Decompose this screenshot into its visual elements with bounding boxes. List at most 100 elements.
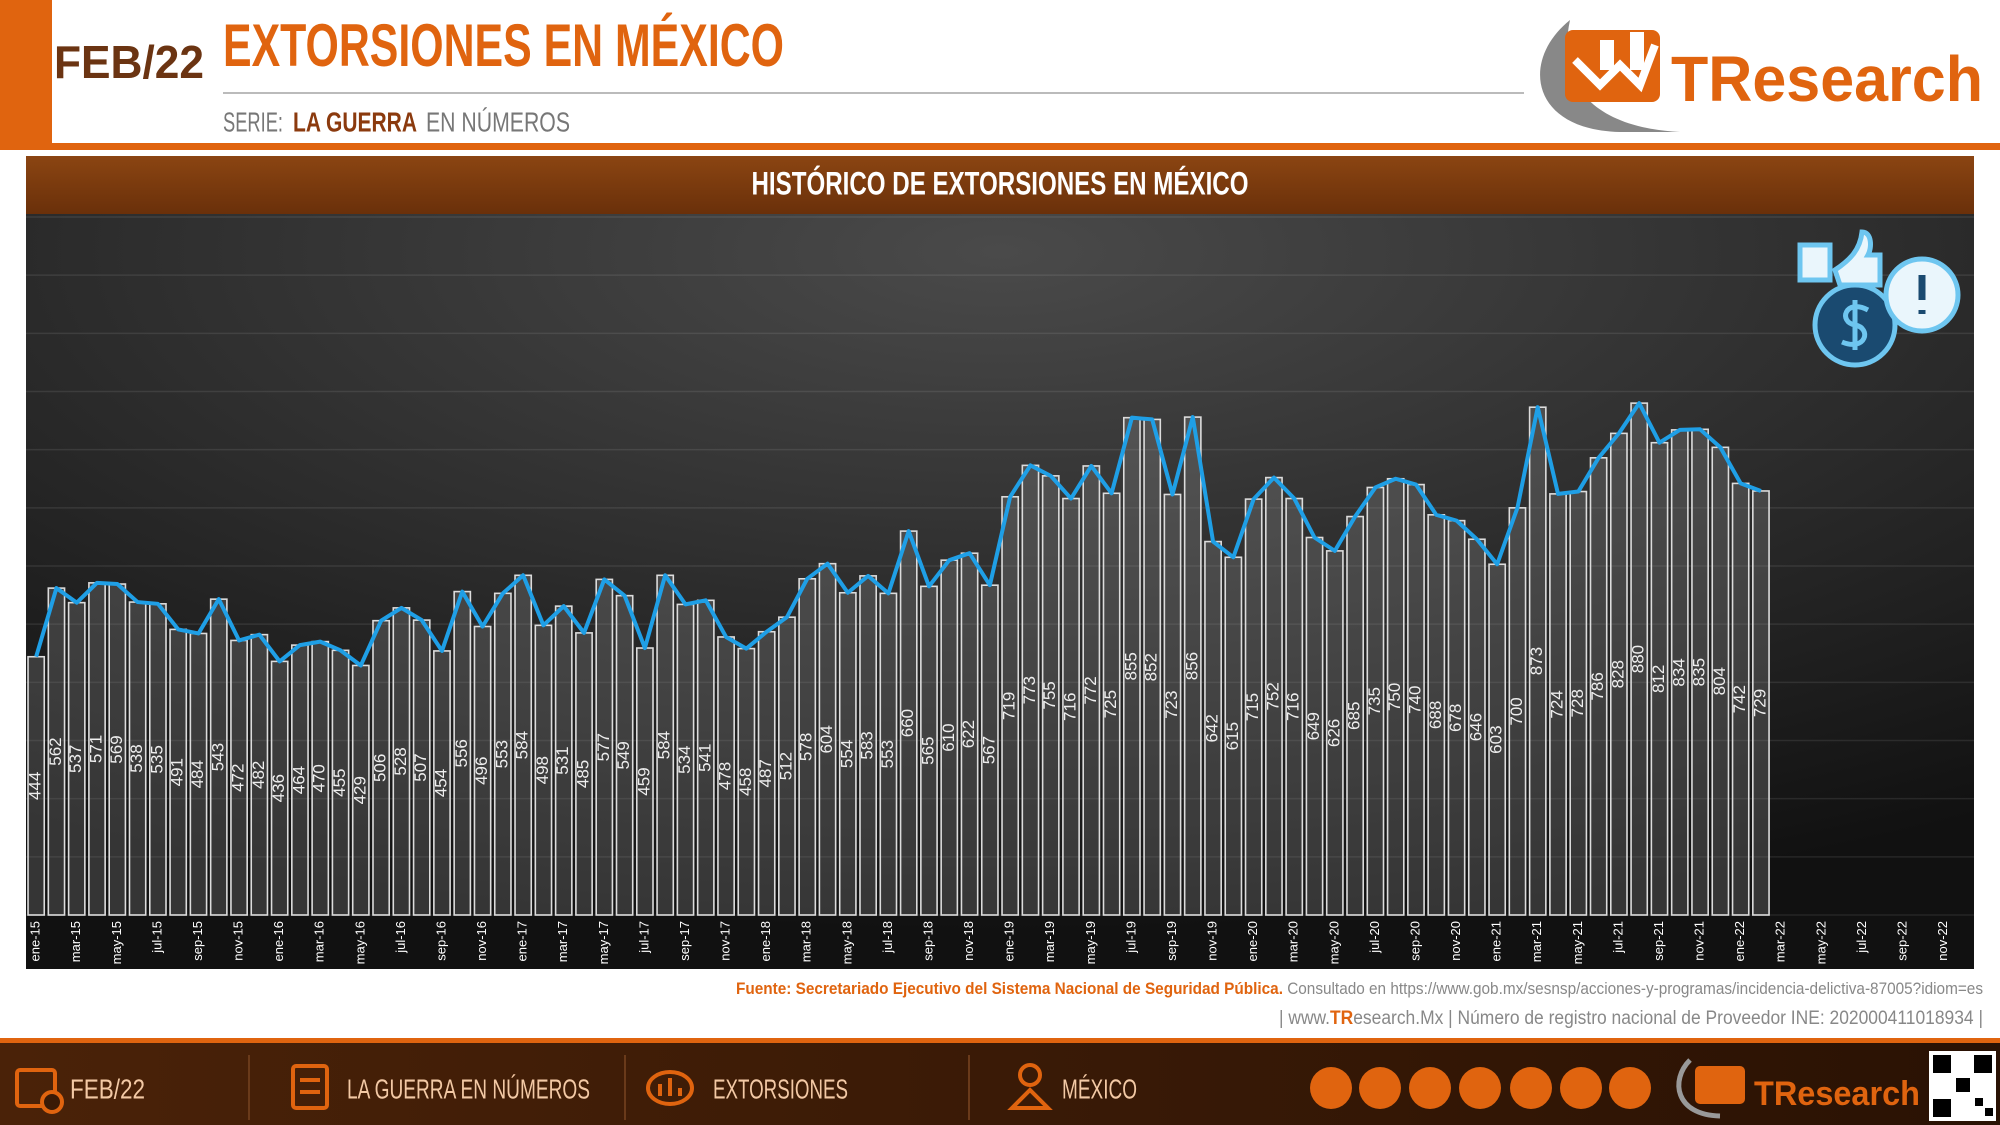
registry-line: | www.TResearch.Mx | Número de registro … [1279,1008,1983,1029]
value-label: 543 [208,743,227,771]
x-tick-label: nov-22 [1935,921,1950,961]
value-label: 569 [107,735,126,763]
value-label: 700 [1507,697,1526,725]
value-label: 835 [1690,658,1709,686]
x-tick-label: mar-17 [555,921,570,962]
value-label: 678 [1446,704,1465,732]
value-label: 755 [1040,681,1059,709]
footer-icons [15,1055,1053,1120]
value-label: 491 [168,758,187,786]
x-tick-label: mar-16 [312,921,327,962]
x-tick-label: nov-16 [474,921,489,961]
x-tick-label: may-15 [109,921,124,964]
serie-suffix: EN NÚMEROS [426,106,570,137]
x-tick-label: may-19 [1083,921,1098,964]
source-label: Fuente: Secretariado Ejecutivo del Siste… [736,979,1283,998]
value-label: 660 [898,709,917,737]
extortion-icon [1797,229,1961,368]
footer-logo-mark [1676,1058,1721,1119]
value-label: 735 [1365,687,1384,715]
value-label: 436 [269,774,288,802]
header-logo: TResearch [1671,43,1983,115]
value-label: 873 [1527,647,1546,675]
value-label: 553 [492,740,511,768]
header-accent [0,0,52,143]
source-url: Consultado en https://www.gob.mx/sesnsp/… [1283,979,1983,998]
footer-logo-box [1695,1066,1745,1104]
x-tick-label: mar-15 [68,921,83,962]
x-tick-label: jul-22 [1854,921,1869,954]
social-icons [1310,1067,1651,1109]
value-label: 716 [1284,693,1303,721]
value-label: 464 [289,766,308,794]
value-label: 478 [716,762,735,790]
value-label: 472 [229,764,248,792]
value-label: 554 [837,740,856,768]
x-tick-label: nov-15 [231,921,246,961]
serie-prefix: SERIE: [223,106,283,137]
x-tick-label: ene-15 [28,921,43,961]
value-label: 485 [574,760,593,788]
x-tick-label: may-20 [1326,921,1341,964]
value-label: 724 [1548,690,1567,718]
value-label: 577 [594,733,613,761]
value-label: 531 [553,746,572,774]
value-label: 880 [1629,645,1648,673]
x-tick-label: jul-18 [880,921,895,954]
header-title: EXTORSIONES EN MÉXICO [223,12,784,79]
x-tick-label: ene-18 [758,921,773,961]
value-label: 549 [614,741,633,769]
x-tick-label: ene-16 [271,921,286,961]
value-label: 553 [878,740,897,768]
value-label: 528 [391,747,410,775]
x-tick-label: nov-17 [718,921,733,961]
registry-a: | www. [1279,1008,1330,1029]
chart-title: HISTÓRICO DE EXTORSIONES EN MÉXICO [752,165,1249,201]
footer-item: EXTORSIONES [713,1073,848,1104]
footer-item: FEB/22 [70,1073,145,1104]
x-tick-label: sep-21 [1651,921,1666,961]
x-tick-label: sep-22 [1894,921,1909,961]
value-label: 855 [1121,652,1140,680]
footer-band [0,1038,2000,1043]
value-label: 828 [1608,660,1627,688]
value-label: 484 [188,760,207,788]
footer-item: LA GUERRA EN NÚMEROS [347,1073,590,1104]
value-label: 804 [1710,667,1729,695]
value-label: 583 [858,731,877,759]
value-label: 571 [87,735,106,763]
registry-b: TR [1330,1008,1353,1029]
value-label: 541 [695,743,714,771]
x-tick-label: nov-19 [1205,921,1220,961]
value-label: 646 [1466,713,1485,741]
x-tick-label: jul-21 [1610,921,1625,954]
value-label: 622 [959,720,978,748]
value-label: 649 [1304,712,1323,740]
value-label: 786 [1588,672,1607,700]
x-tick-label: jul-20 [1367,921,1382,954]
value-label: 458 [736,768,755,796]
chart: ene-15 mar-15 may-15 jul-15 sep-15 nov-15 ene-… [26,216,1974,964]
value-label: 534 [675,746,694,774]
value-label: 556 [452,739,471,767]
value-label: 642 [1203,714,1222,742]
x-tick-label: jul-17 [636,921,651,954]
registry-c: esearch.Mx | Número de registro nacional… [1353,1008,1983,1029]
x-tick-label: ene-19 [1002,921,1017,961]
value-label: 615 [1223,722,1242,750]
x-tick-label: ene-21 [1489,921,1504,961]
value-label: 773 [1020,676,1039,704]
serie-name: LA GUERRA [293,106,417,137]
footer [0,1038,2000,1125]
value-label: 688 [1426,701,1445,729]
x-tick-label: sep-16 [433,921,448,961]
x-tick-label: sep-19 [1164,921,1179,961]
value-label: 716 [1061,693,1080,721]
x-tick-label: may-18 [839,921,854,964]
header-band [0,143,2000,150]
value-label: 498 [533,756,552,784]
x-tick-label: jul-15 [149,921,164,954]
value-label: 444 [26,772,45,800]
value-label: 565 [918,736,937,764]
x-tick-label: nov-21 [1692,921,1707,961]
